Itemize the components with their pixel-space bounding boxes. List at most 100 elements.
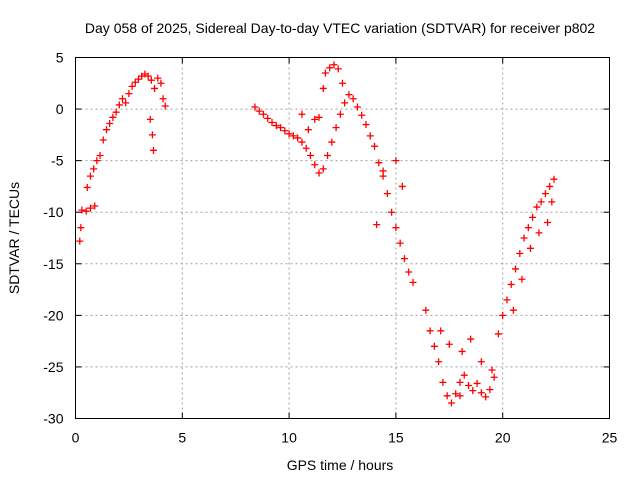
data-point [452, 390, 460, 398]
data-point [315, 169, 323, 177]
data-point [392, 157, 400, 165]
data-points [76, 61, 558, 407]
grid-lines [75, 57, 610, 419]
chart-title: Day 058 of 2025, Sidereal Day-to-day VTE… [85, 20, 595, 36]
data-point [400, 255, 408, 263]
data-point [131, 78, 139, 86]
y-tick-label: -5 [51, 153, 64, 169]
data-point [272, 122, 280, 130]
data-point [91, 202, 99, 210]
plot-frame [75, 57, 610, 419]
data-point [112, 108, 120, 116]
data-point [157, 79, 165, 87]
data-point [118, 95, 126, 103]
data-point [321, 69, 329, 77]
data-point [135, 75, 143, 83]
data-point [422, 306, 430, 314]
y-tick-label: -10 [43, 204, 63, 220]
data-point [315, 113, 323, 121]
data-point [396, 239, 404, 247]
data-point [304, 126, 312, 134]
y-tick-label: -25 [43, 359, 63, 375]
data-point [251, 103, 259, 111]
data-point [311, 161, 319, 169]
y-tick-labels: 5 0 -5 -10 -15 -20 -25 -30 [43, 50, 63, 427]
data-point [488, 366, 496, 374]
data-point [306, 151, 314, 159]
data-point [473, 379, 481, 387]
data-point [161, 102, 169, 110]
data-point [144, 72, 152, 80]
data-point [439, 378, 447, 386]
data-point [345, 91, 353, 99]
data-point [398, 182, 406, 190]
data-point [83, 183, 91, 191]
data-point [469, 387, 477, 395]
data-point [302, 144, 310, 152]
data-point [507, 280, 515, 288]
data-point [443, 392, 451, 400]
data-point [405, 268, 413, 276]
data-point [277, 124, 285, 132]
data-point [146, 115, 154, 123]
data-point [289, 132, 297, 140]
data-point [447, 399, 455, 407]
data-point [520, 234, 528, 242]
data-point [326, 64, 334, 72]
data-point [512, 265, 520, 273]
data-point [264, 114, 272, 122]
data-point [298, 110, 306, 118]
data-point [516, 249, 524, 257]
data-point [494, 330, 502, 338]
data-point [115, 101, 123, 109]
data-point [426, 327, 434, 335]
data-point [298, 138, 306, 146]
data-point [392, 224, 400, 232]
data-point [430, 342, 438, 350]
data-point [311, 115, 319, 123]
data-point [159, 95, 167, 103]
data-point [465, 381, 473, 389]
data-point [409, 278, 417, 286]
x-tick-label: 20 [495, 430, 511, 446]
data-point [96, 151, 104, 159]
data-point [537, 198, 545, 206]
data-point [125, 90, 133, 98]
data-point [486, 386, 494, 394]
data-point [460, 371, 468, 379]
data-point [328, 138, 336, 146]
y-tick-label: 0 [56, 101, 64, 117]
data-point [128, 82, 136, 90]
data-point [78, 206, 86, 214]
data-point [86, 172, 94, 180]
data-point [388, 208, 396, 216]
data-point [366, 132, 374, 140]
data-point [281, 127, 289, 135]
axis-ticks [75, 57, 610, 419]
data-point [339, 79, 346, 87]
data-point [149, 146, 157, 154]
x-tick-labels: 0 5 10 15 20 25 [72, 430, 618, 446]
data-point [379, 167, 387, 175]
data-point [445, 340, 453, 348]
data-point [477, 358, 485, 366]
x-axis-label: GPS time / hours [287, 457, 394, 473]
data-point [90, 165, 98, 173]
data-point [255, 107, 263, 115]
data-point [548, 198, 556, 206]
data-point [456, 392, 464, 400]
data-point [437, 327, 445, 335]
data-point [435, 358, 443, 366]
y-tick-label: 5 [56, 50, 64, 66]
y-tick-label: -15 [43, 256, 63, 272]
x-tick-label: 10 [281, 430, 297, 446]
data-point [349, 95, 357, 103]
y-tick-label: -20 [43, 307, 63, 323]
data-point [544, 219, 552, 227]
y-axis-label: SDTVAR / TECUs [6, 182, 22, 294]
data-point [383, 190, 391, 198]
data-point [533, 203, 541, 211]
x-tick-label: 0 [72, 430, 80, 446]
data-point [362, 121, 370, 129]
